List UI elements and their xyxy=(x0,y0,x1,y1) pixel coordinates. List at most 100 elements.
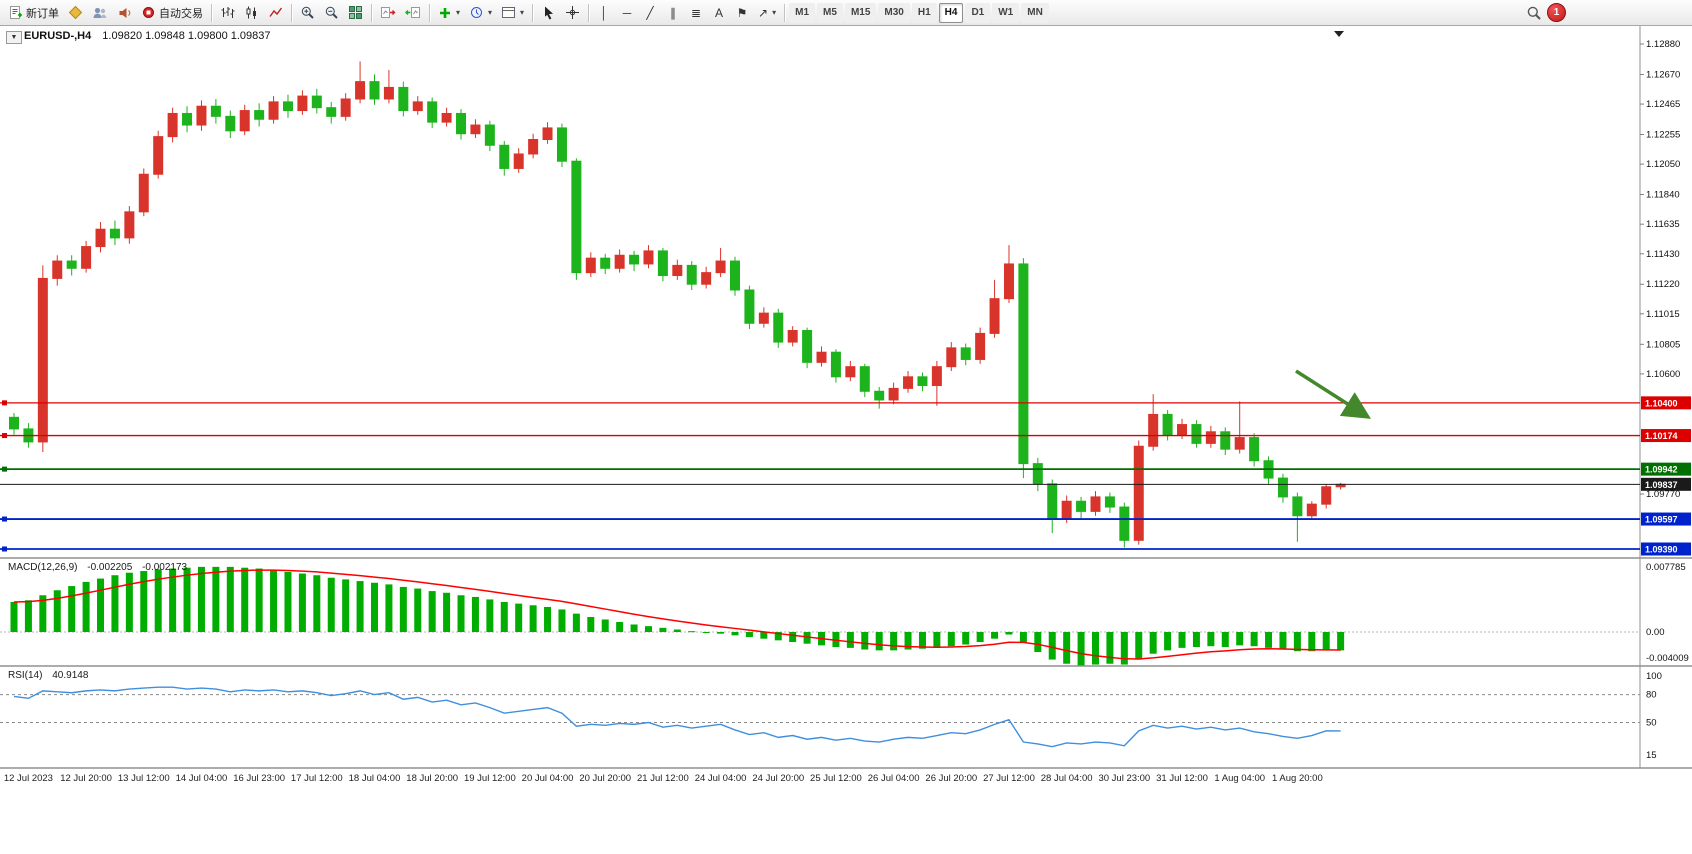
toolbar-separator xyxy=(291,3,292,22)
community-icon xyxy=(93,7,107,18)
auto-scroll-button[interactable] xyxy=(401,2,425,24)
candlestick-chart-icon xyxy=(246,6,256,19)
vertical-line-icon: │ xyxy=(600,5,608,20)
svg-text:21 Jul 12:00: 21 Jul 12:00 xyxy=(637,773,689,784)
arrows-tool[interactable]: ↗ ▾ xyxy=(754,2,780,24)
svg-text:1.11015: 1.11015 xyxy=(1646,309,1680,320)
templates-button[interactable]: ▾ xyxy=(497,2,528,24)
rsi-value: 40.9148 xyxy=(52,670,89,681)
line-handle[interactable] xyxy=(2,433,7,439)
svg-text:1.09942: 1.09942 xyxy=(1645,465,1678,475)
timeframe-button-m1[interactable]: M1 xyxy=(789,2,816,23)
timeframe-button-mn[interactable]: MN xyxy=(1021,2,1049,23)
chart-shift-marker[interactable] xyxy=(1334,31,1344,37)
line-handle[interactable] xyxy=(2,546,7,552)
search-button[interactable] xyxy=(1522,2,1546,24)
svg-text:20 Jul 20:00: 20 Jul 20:00 xyxy=(579,773,631,784)
svg-text:100: 100 xyxy=(1646,671,1662,682)
new-order-label: 新订单 xyxy=(26,7,59,20)
timeframe-button-m30[interactable]: M30 xyxy=(878,2,910,23)
periods-button[interactable]: ▾ xyxy=(465,2,496,24)
chart-header: EURUSD-,H4 1.09820 1.09848 1.09800 1.098… xyxy=(24,30,271,42)
price-badge: 1.09390 xyxy=(1641,542,1691,556)
price-scale[interactable]: 1.12880 1.12670 1.12465 1.12255 1.12050 1.118… xyxy=(1640,39,1691,556)
chevron-down-icon: ▾ xyxy=(488,8,493,17)
channel-tool[interactable]: ∥ xyxy=(662,2,684,24)
macd-pane: 0.007785 0.00 -0.004009 xyxy=(10,562,1689,666)
symbol-timeframe-label: EURUSD-,H4 xyxy=(24,30,92,42)
horizontal-lines-layer[interactable] xyxy=(0,400,1640,552)
pane-separators xyxy=(0,26,1692,769)
chart-shift-button[interactable] xyxy=(376,2,400,24)
svg-text:17 Jul 12:00: 17 Jul 12:00 xyxy=(291,773,343,784)
search-icon xyxy=(1527,6,1541,20)
chevron-down-icon: ▾ xyxy=(772,8,777,17)
fibonacci-tool[interactable]: ≣ xyxy=(685,2,707,24)
svg-text:-0.004009: -0.004009 xyxy=(1646,653,1689,664)
line-handle[interactable] xyxy=(2,516,7,522)
broadcast-button[interactable] xyxy=(113,2,136,24)
tile-windows-button[interactable] xyxy=(344,2,367,24)
vertical-line-tool[interactable]: │ xyxy=(593,2,615,24)
annotation-arrow[interactable] xyxy=(1295,369,1371,419)
svg-text:0.00: 0.00 xyxy=(1646,627,1665,638)
svg-text:16 Jul 23:00: 16 Jul 23:00 xyxy=(233,773,285,784)
svg-text:1.11635: 1.11635 xyxy=(1646,219,1680,230)
zoom-in-button[interactable] xyxy=(296,2,319,24)
indicators-button[interactable]: ▾ xyxy=(434,2,464,24)
timeframe-button-h4[interactable]: H4 xyxy=(938,2,964,23)
market-watch-button[interactable] xyxy=(64,2,87,24)
svg-text:27 Jul 12:00: 27 Jul 12:00 xyxy=(983,773,1035,784)
svg-text:50: 50 xyxy=(1646,718,1657,729)
autotrading-icon xyxy=(143,7,154,18)
crosshair-icon xyxy=(566,6,580,19)
text-tool[interactable]: A xyxy=(708,2,730,24)
svg-text:30 Jul 23:00: 30 Jul 23:00 xyxy=(1098,773,1150,784)
new-order-icon xyxy=(10,6,22,19)
line-handle[interactable] xyxy=(2,466,7,472)
rsi-pane: 100 80 50 15 xyxy=(13,671,1662,761)
price-badge: 1.10174 xyxy=(1641,429,1691,443)
timeframe-button-h1[interactable]: H1 xyxy=(911,2,937,23)
timeframe-button-m5[interactable]: M5 xyxy=(817,2,843,23)
candlestick-chart-button[interactable] xyxy=(240,2,263,24)
tile-windows-icon xyxy=(349,6,362,19)
line-chart-button[interactable] xyxy=(264,2,287,24)
trendline-tool[interactable]: ╱ xyxy=(639,2,661,24)
notification-badge[interactable]: 1 xyxy=(1547,3,1566,22)
one-click-trading-toggle[interactable]: ▼ xyxy=(6,31,22,44)
line-handle[interactable] xyxy=(2,400,7,406)
autotrading-button[interactable]: 自动交易 xyxy=(137,2,207,24)
svg-text:1.11220: 1.11220 xyxy=(1646,279,1680,290)
macd-value: -0.002205 xyxy=(87,562,133,573)
svg-text:28 Jul 04:00: 28 Jul 04:00 xyxy=(1041,773,1093,784)
timeframe-button-w1[interactable]: W1 xyxy=(992,2,1020,23)
bar-chart-icon xyxy=(221,7,235,18)
zoom-out-button[interactable] xyxy=(320,2,343,24)
text-icon: A xyxy=(715,5,724,20)
svg-text:1.09837: 1.09837 xyxy=(1645,480,1678,490)
crosshair-button[interactable] xyxy=(561,2,584,24)
fibonacci-icon: ≣ xyxy=(691,5,702,20)
toolbar-separator xyxy=(211,3,212,22)
community-button[interactable] xyxy=(88,2,112,24)
svg-text:1 Aug 04:00: 1 Aug 04:00 xyxy=(1214,773,1265,784)
cursor-button[interactable] xyxy=(537,2,560,24)
new-order-button[interactable]: 新订单 xyxy=(4,2,63,24)
horizontal-line-tool[interactable]: ─ xyxy=(616,2,638,24)
label-tool[interactable]: ⚑ xyxy=(731,2,753,24)
label-flag-icon: ⚑ xyxy=(736,5,748,20)
svg-text:19 Jul 12:00: 19 Jul 12:00 xyxy=(464,773,516,784)
broadcast-icon xyxy=(119,8,131,18)
svg-text:24 Jul 20:00: 24 Jul 20:00 xyxy=(752,773,804,784)
channel-icon: ∥ xyxy=(670,5,677,20)
auto-scroll-icon xyxy=(405,7,420,18)
timeframe-button-d1[interactable]: D1 xyxy=(965,2,991,23)
svg-text:1.12465: 1.12465 xyxy=(1646,99,1680,110)
timeframe-button-m15[interactable]: M15 xyxy=(844,2,877,23)
svg-text:26 Jul 20:00: 26 Jul 20:00 xyxy=(925,773,977,784)
time-axis[interactable]: 12 Jul 2023 12 Jul 20:00 13 Jul 12:00 14 Ju… xyxy=(4,773,1323,784)
svg-text:1.10805: 1.10805 xyxy=(1646,339,1680,350)
bar-chart-button[interactable] xyxy=(216,2,239,24)
